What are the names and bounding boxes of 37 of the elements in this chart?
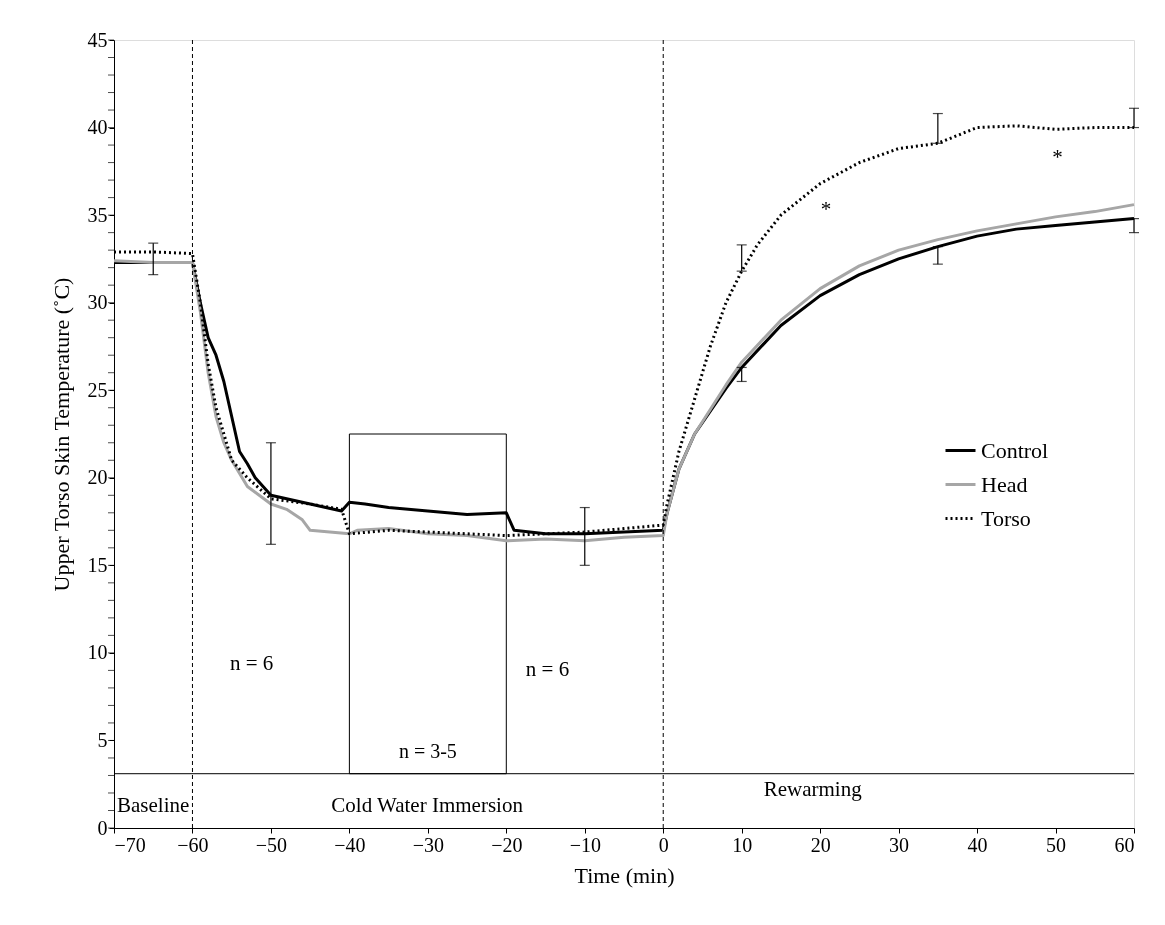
legend-label: Torso	[981, 505, 1031, 531]
annotation: n = 6	[230, 651, 274, 676]
x-tick-label: 10	[732, 833, 753, 856]
x-tick-label: −60	[177, 833, 209, 856]
annotation: *	[820, 197, 832, 222]
annotation: Rewarming	[763, 777, 863, 802]
band-label: n = 3-5	[398, 739, 457, 762]
y-tick-label: 45	[87, 28, 108, 51]
y-tick-label: 5	[97, 728, 108, 751]
y-tick-label: 10	[87, 641, 108, 664]
annotation: n = 6	[525, 657, 570, 682]
x-tick-label: 50	[1046, 833, 1067, 856]
annotation: Cold Water Immersion	[331, 792, 524, 817]
x-tick-label: −10	[569, 833, 601, 856]
x-tick-label: 20	[810, 833, 831, 856]
x-tick-label: 60	[1114, 833, 1135, 856]
annotation: *	[1052, 145, 1063, 170]
x-tick-label: −50	[255, 833, 288, 856]
x-tick-label: −30	[412, 833, 444, 856]
y-tick-label: 40	[87, 116, 108, 139]
y-tick-label: 20	[87, 466, 108, 489]
x-tick-label: −40	[334, 833, 366, 856]
annotation: Baseline	[117, 792, 190, 817]
y-tick-label: 35	[87, 203, 108, 226]
x-tick-label: 30	[889, 833, 910, 856]
y-axis-title: Upper Torso Skin Temperature (˚C)	[48, 277, 74, 592]
y-tick-label: 25	[87, 378, 108, 401]
x-axis-title: Time (min)	[574, 862, 675, 888]
y-tick-label: 30	[87, 291, 108, 314]
x-tick-label: 40	[967, 833, 988, 856]
x-tick-label: −70	[114, 833, 146, 856]
legend-label: Control	[981, 437, 1049, 463]
y-tick-label: 15	[87, 553, 108, 576]
legend-label: Head	[981, 471, 1028, 497]
y-tick-label: 0	[97, 816, 108, 839]
x-tick-label: 0	[658, 833, 669, 856]
x-tick-label: −20	[491, 833, 523, 856]
